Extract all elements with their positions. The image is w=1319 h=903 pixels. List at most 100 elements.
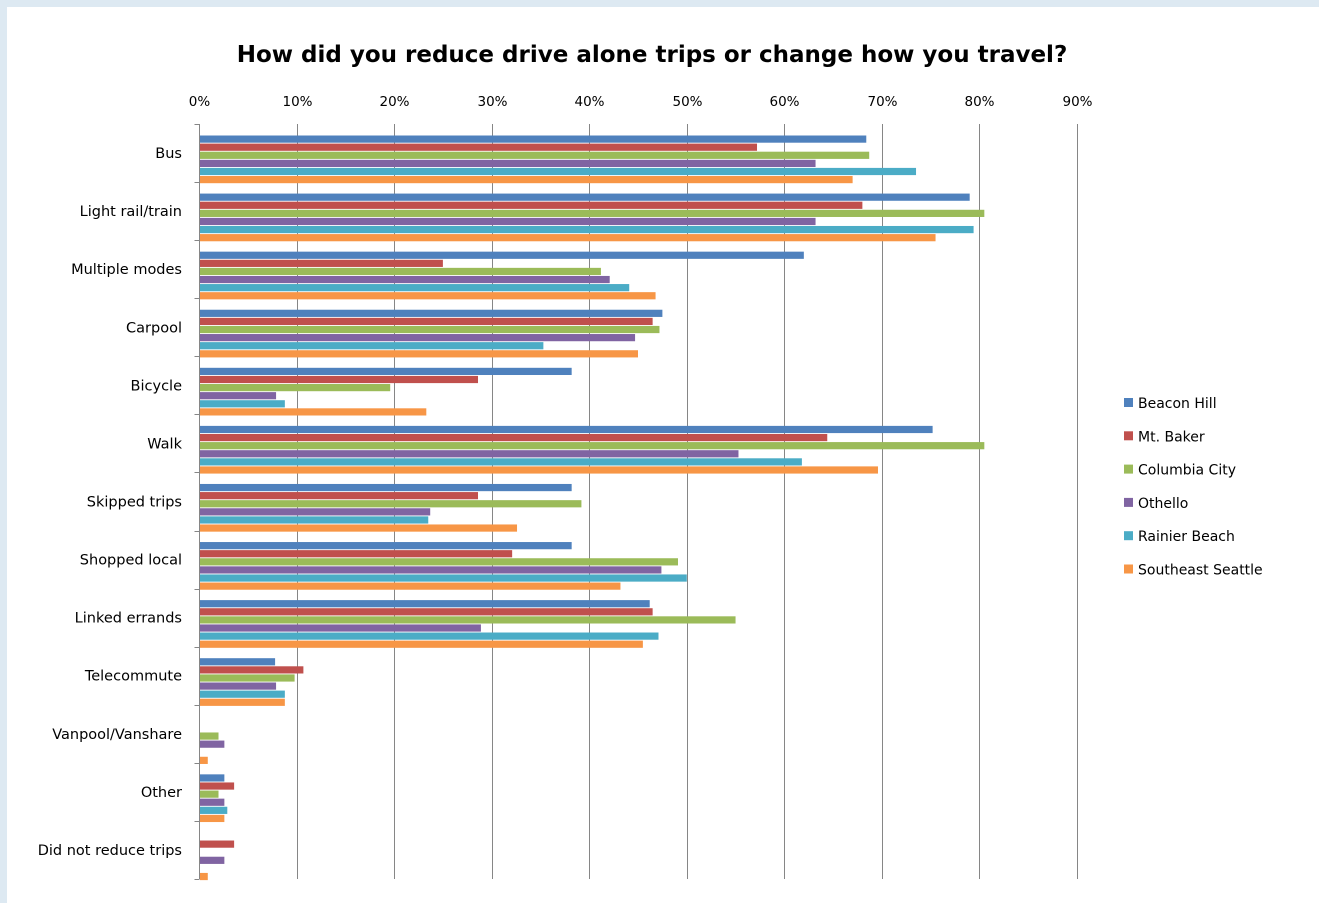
bar xyxy=(200,698,285,706)
category-label: Telecommute xyxy=(84,669,182,685)
bar xyxy=(200,674,295,682)
bar xyxy=(200,334,636,342)
bar xyxy=(200,516,429,524)
x-tick-label: 70% xyxy=(867,94,897,110)
bar xyxy=(200,408,427,416)
bar xyxy=(200,234,936,242)
bar xyxy=(200,682,277,690)
legend-label: Beacon Hill xyxy=(1138,396,1217,412)
category-label: Walk xyxy=(147,436,182,452)
bar xyxy=(200,151,870,159)
bar xyxy=(200,600,650,608)
bars xyxy=(200,135,985,881)
bar xyxy=(200,840,235,848)
legend-swatch xyxy=(1124,497,1133,507)
x-tick-labels: 0% 10% 20% 30% 40% 50% 60% 70% 80% 90% xyxy=(189,94,1093,110)
bar xyxy=(200,209,985,217)
legend-label: Othello xyxy=(1138,496,1188,512)
x-tick-label: 30% xyxy=(477,94,507,110)
bar xyxy=(200,392,277,400)
legend-label: Mt. Baker xyxy=(1138,429,1205,445)
legend-swatch xyxy=(1124,531,1133,541)
x-tick-label: 50% xyxy=(672,94,702,110)
category-label: Shopped local xyxy=(80,553,182,569)
bar xyxy=(200,574,687,582)
bar xyxy=(200,806,228,814)
legend-label: Rainier Beach xyxy=(1138,529,1235,545)
category-label: Other xyxy=(141,785,182,801)
bar xyxy=(200,433,828,442)
bar xyxy=(200,550,513,558)
bar xyxy=(200,524,518,532)
legend-swatch xyxy=(1124,398,1133,407)
category-label: Carpool xyxy=(126,320,182,336)
category-label: Multiple modes xyxy=(71,262,182,278)
bar xyxy=(200,317,653,326)
category-label: Skipped trips xyxy=(87,495,182,511)
bar xyxy=(200,483,572,492)
bar xyxy=(200,500,582,508)
bar xyxy=(200,608,653,616)
bar xyxy=(200,508,431,516)
bar xyxy=(200,259,443,267)
bar xyxy=(200,624,481,632)
bar xyxy=(200,666,304,674)
bar xyxy=(200,167,917,176)
bar xyxy=(200,217,816,226)
bar xyxy=(200,350,638,358)
bar xyxy=(200,774,225,782)
bar xyxy=(200,450,739,458)
bar xyxy=(200,325,660,334)
bar xyxy=(200,251,804,259)
category-label: Vanpool/Vanshare xyxy=(52,727,182,743)
legend-label: Columbia City xyxy=(1138,463,1236,479)
bar xyxy=(200,384,391,392)
bar xyxy=(200,658,276,666)
bar xyxy=(200,135,867,143)
bar-chart: How did you reduce drive alone trips or … xyxy=(38,42,1263,881)
bar xyxy=(200,159,816,167)
legend-swatch xyxy=(1124,564,1133,574)
legend-swatch xyxy=(1124,431,1133,441)
category-label: Linked errands xyxy=(75,611,182,627)
chart-title: How did you reduce drive alone trips or … xyxy=(237,42,1068,68)
legend: Beacon Hill Mt. Baker Columbia City Othello… xyxy=(1124,396,1263,579)
category-label: Bus xyxy=(155,146,182,162)
bar xyxy=(200,458,802,466)
bar xyxy=(200,425,933,434)
category-label: Did not reduce trips xyxy=(38,843,182,859)
bar xyxy=(200,400,285,408)
bar xyxy=(200,466,878,474)
bar xyxy=(200,740,225,748)
bar xyxy=(200,582,621,590)
bar xyxy=(200,566,662,574)
bar xyxy=(200,632,659,640)
x-tick-label: 60% xyxy=(769,94,799,110)
bar xyxy=(200,225,974,234)
legend-swatch xyxy=(1124,464,1133,474)
bar xyxy=(200,176,853,184)
bar xyxy=(200,309,663,317)
bar xyxy=(200,782,235,790)
bar xyxy=(200,284,630,292)
x-tick-label: 40% xyxy=(574,94,604,110)
bar xyxy=(200,798,225,806)
bar xyxy=(200,690,285,698)
category-labels: Bus Light rail/train Multiple modes Carpool… xyxy=(38,146,183,859)
x-tick-label: 10% xyxy=(282,94,312,110)
x-tick-label: 80% xyxy=(964,94,994,110)
category-label: Light rail/train xyxy=(80,204,182,220)
bar xyxy=(200,732,219,740)
bar xyxy=(200,790,219,798)
bar xyxy=(200,267,601,276)
bar xyxy=(200,640,643,648)
bar xyxy=(200,292,656,300)
gridlines xyxy=(297,124,1078,879)
bar xyxy=(200,342,544,350)
bar xyxy=(200,492,479,500)
bar xyxy=(200,275,610,284)
legend-label: Southeast Seattle xyxy=(1138,563,1263,579)
bar xyxy=(200,193,970,201)
bar xyxy=(200,542,572,550)
chart-panel: How did you reduce drive alone trips or … xyxy=(7,7,1319,903)
